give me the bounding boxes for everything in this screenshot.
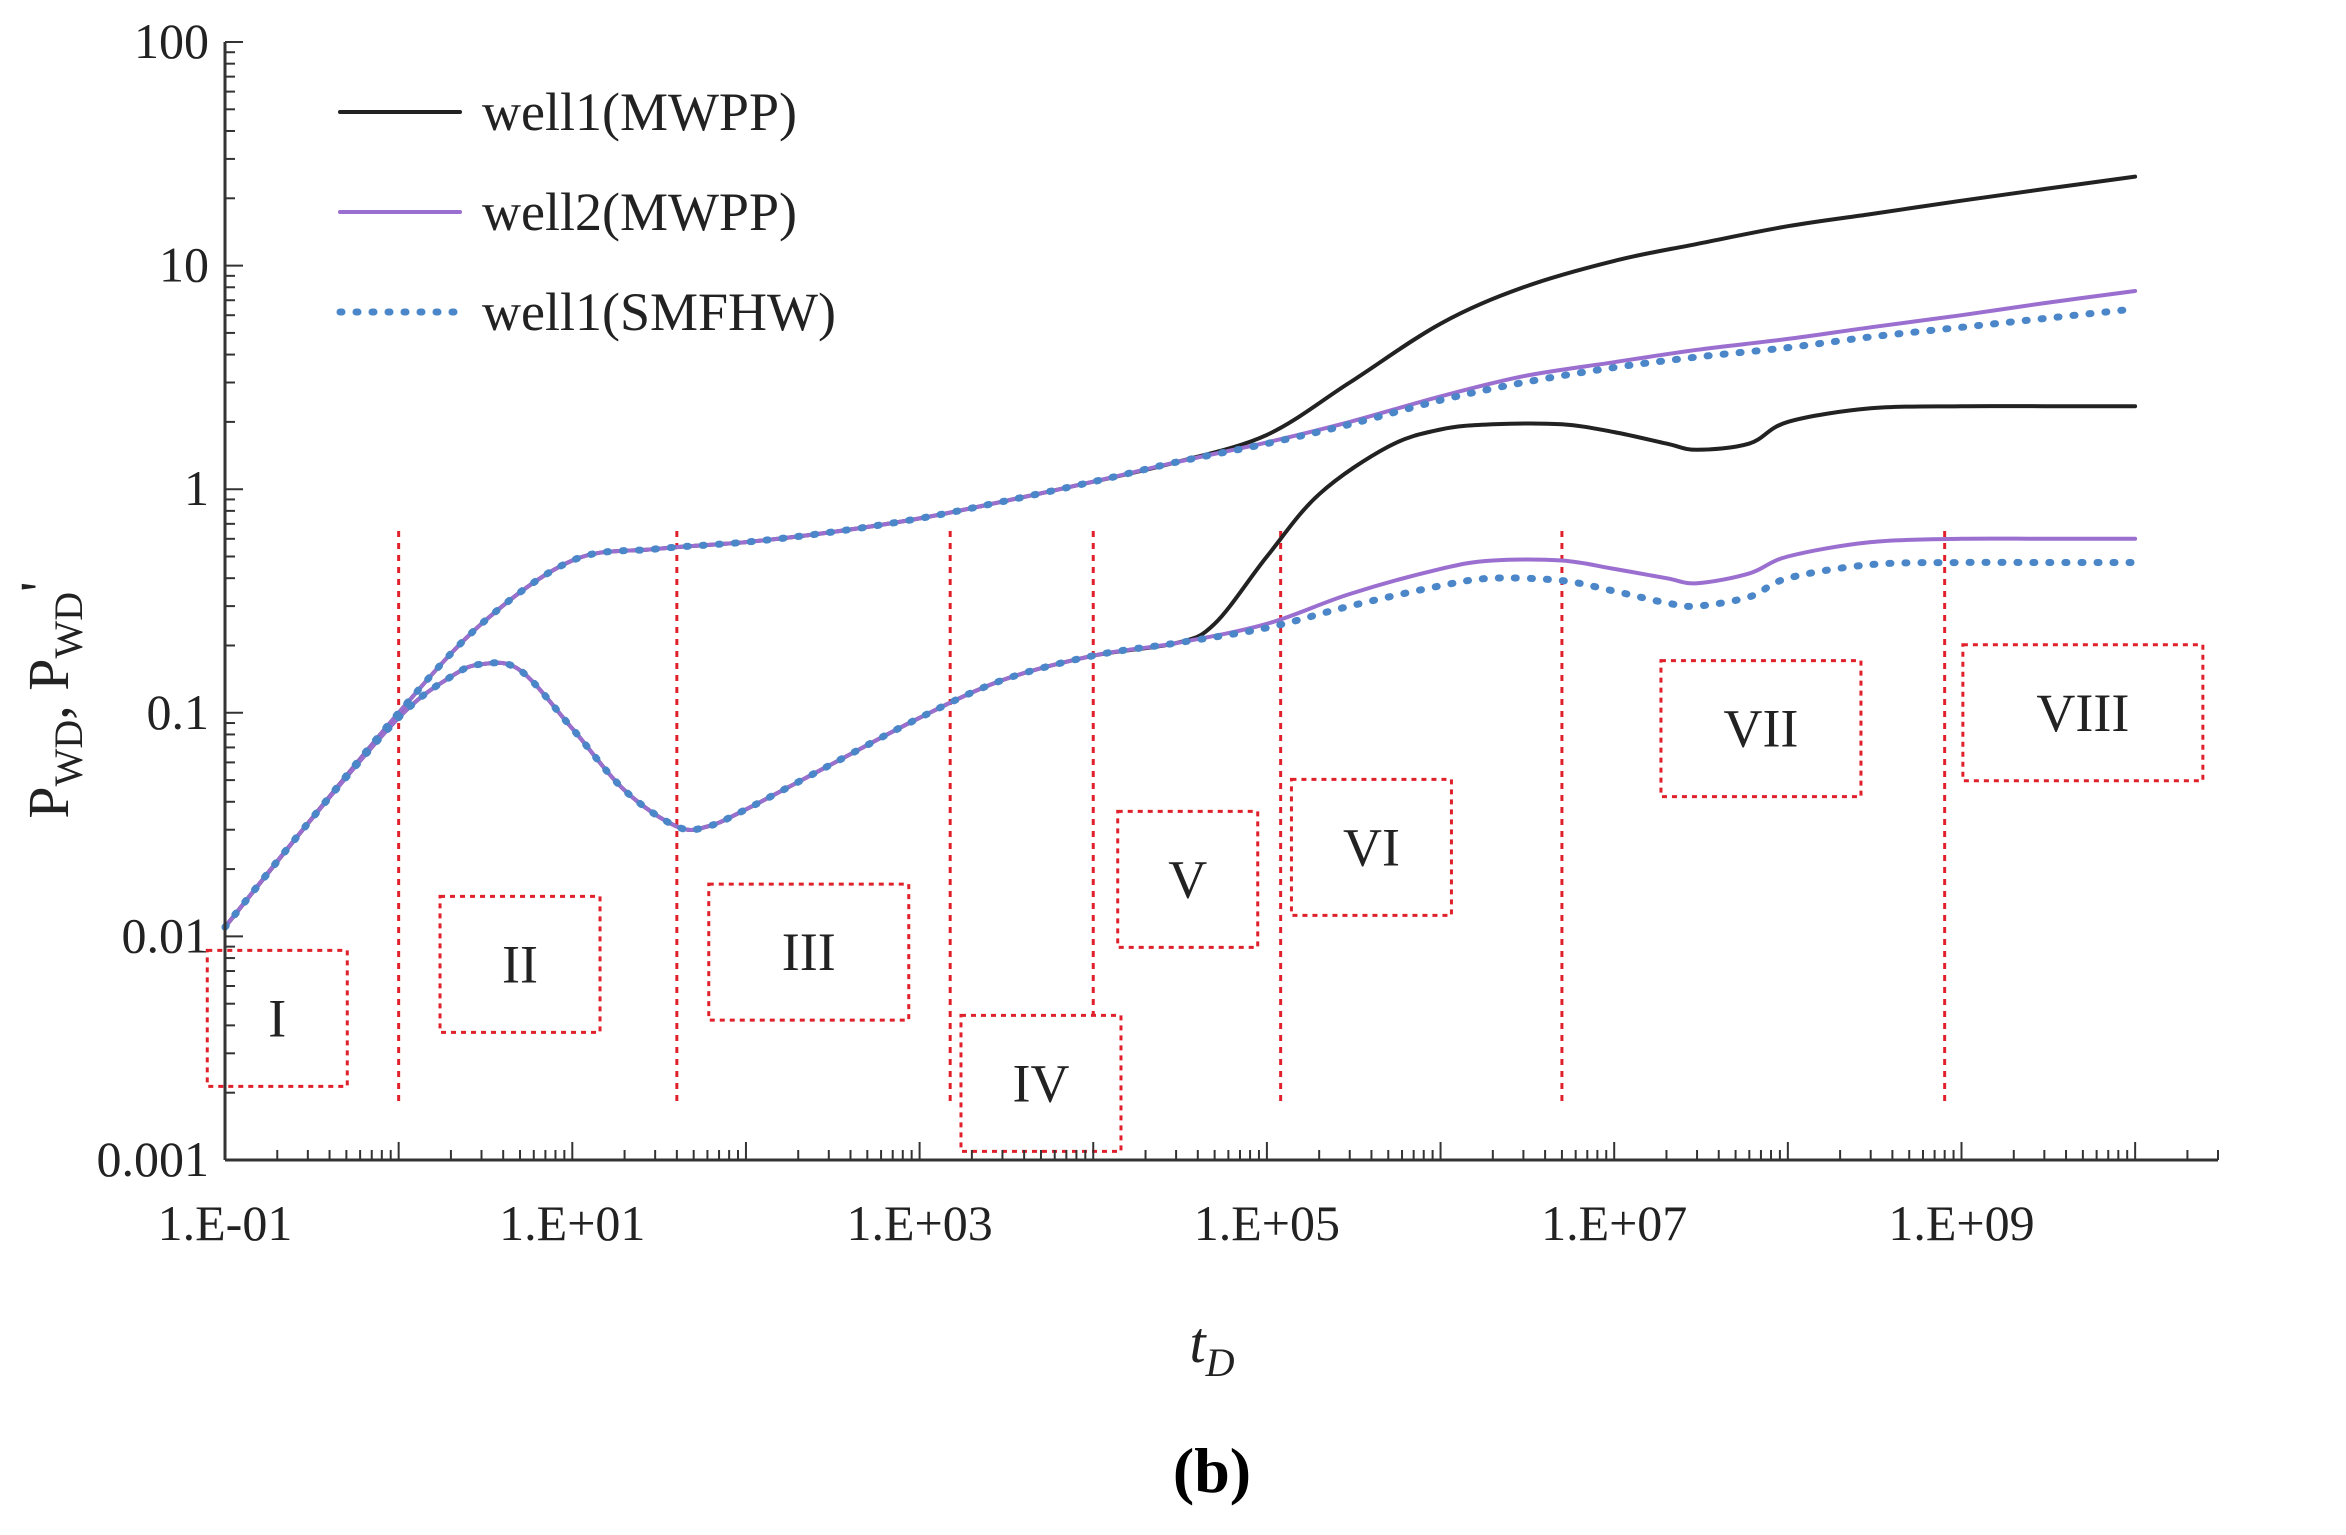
legend-label-2: well2(MWPP): [482, 182, 797, 242]
region-box-7: [1659, 659, 1863, 799]
region-8: VIII: [1961, 643, 2205, 783]
region-2: II: [438, 894, 602, 1034]
region-box-6: [1289, 777, 1453, 917]
x-tick-label-3: 1.E+03: [846, 1195, 992, 1251]
y-tick-label-1: 0.001: [97, 1131, 210, 1187]
series-line-3: [221, 305, 2139, 931]
x-tick-label-6: 1.E+09: [1888, 1195, 2034, 1251]
x-tick-label-4: 1.E+05: [1194, 1195, 1340, 1251]
panel-label: (b): [1173, 1435, 1251, 1506]
y-tick-label-6: 100: [134, 13, 209, 69]
legend-label-1: well1(MWPP): [482, 82, 797, 142]
region-box-5: [1116, 809, 1260, 949]
region-label-4: IV: [1012, 1053, 1069, 1113]
y-tick-label-4: 1: [184, 460, 209, 516]
region-label-8: VIII: [2036, 683, 2129, 743]
y-axis-title: PWD, PWD': [8, 581, 91, 818]
region-label-2: II: [502, 934, 538, 994]
region-6: VI: [1289, 777, 1453, 917]
x-tick-label-1: 1.E-01: [158, 1195, 293, 1251]
region-label-1: I: [268, 988, 286, 1048]
y-tick-label-2: 0.01: [122, 907, 210, 963]
region-label-3: III: [782, 922, 836, 982]
series-lines: [221, 174, 2139, 931]
x-axis-title: tD: [1189, 1310, 1234, 1385]
region-box-3: [707, 882, 911, 1022]
region-box-8: [1961, 643, 2205, 783]
axes: 0.001 0.01 0.1 1 10 100 1.E-01 1.E+01 1.E+03 1.E+…: [97, 13, 2219, 1251]
legend-label-3: well1(SMFHW): [482, 282, 836, 342]
legend: well1(MWPP) well2(MWPP) well1(SMFHW): [336, 82, 836, 342]
x-tick-label-2: 1.E+01: [499, 1195, 645, 1251]
region-7: VII: [1659, 659, 1863, 799]
region-label-6: VI: [1343, 817, 1400, 877]
series-line-6: [221, 558, 2139, 931]
y-tick-label-3: 0.1: [147, 684, 210, 740]
legend-item-1: well1(MWPP): [338, 82, 797, 142]
region-label-5: V: [1168, 849, 1207, 909]
region-3: III: [707, 882, 911, 1022]
region-box-4: [959, 1013, 1123, 1153]
legend-item-2: well2(MWPP): [338, 182, 797, 242]
region-1: I: [205, 948, 349, 1088]
y-tick-label-5: 10: [159, 237, 209, 293]
legend-item-3: well1(SMFHW): [336, 282, 836, 342]
region-label-7: VII: [1723, 699, 1798, 759]
region-5: V: [1116, 809, 1260, 949]
region-box-1: [205, 948, 349, 1088]
x-tick-label-5: 1.E+07: [1541, 1195, 1687, 1251]
region-4: IV: [959, 1013, 1123, 1153]
region-box-2: [438, 894, 602, 1034]
